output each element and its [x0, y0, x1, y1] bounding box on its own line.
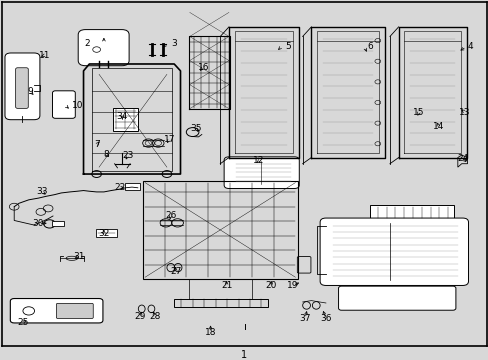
Text: 27: 27: [170, 266, 181, 275]
Text: 34: 34: [117, 112, 128, 121]
Text: 15: 15: [412, 108, 424, 117]
Text: 35: 35: [190, 124, 202, 133]
Text: 22: 22: [114, 183, 125, 192]
FancyBboxPatch shape: [10, 298, 102, 323]
FancyBboxPatch shape: [338, 286, 455, 310]
Text: 33: 33: [37, 188, 48, 197]
Text: 21: 21: [221, 281, 232, 290]
Text: 13: 13: [458, 108, 470, 117]
FancyBboxPatch shape: [96, 229, 117, 237]
Text: 16: 16: [197, 63, 208, 72]
Text: 3: 3: [171, 39, 177, 48]
Text: 11: 11: [39, 51, 50, 60]
Text: 31: 31: [73, 252, 84, 261]
Text: 12: 12: [253, 157, 264, 166]
FancyBboxPatch shape: [224, 157, 299, 189]
FancyBboxPatch shape: [16, 68, 28, 108]
Text: 8: 8: [103, 150, 109, 159]
Text: 5: 5: [285, 42, 290, 51]
Text: 32: 32: [98, 229, 109, 238]
Text: 9: 9: [27, 87, 33, 96]
FancyBboxPatch shape: [112, 108, 138, 131]
Text: 29: 29: [134, 311, 145, 320]
Text: 37: 37: [299, 314, 310, 323]
FancyBboxPatch shape: [78, 30, 129, 66]
Text: 20: 20: [265, 281, 276, 290]
Text: 10: 10: [71, 101, 83, 110]
Text: 19: 19: [286, 281, 298, 290]
FancyBboxPatch shape: [5, 53, 40, 120]
Text: 17: 17: [163, 135, 175, 144]
FancyBboxPatch shape: [369, 204, 453, 220]
Text: 24: 24: [456, 154, 468, 163]
FancyBboxPatch shape: [320, 218, 468, 285]
Text: 4: 4: [466, 42, 472, 51]
Text: 36: 36: [320, 314, 331, 323]
FancyBboxPatch shape: [125, 183, 140, 190]
Text: 6: 6: [367, 42, 373, 51]
Text: 26: 26: [165, 211, 176, 220]
Text: 28: 28: [149, 311, 160, 320]
Text: 1: 1: [241, 350, 247, 360]
Text: 25: 25: [17, 318, 29, 327]
Text: 23: 23: [122, 150, 134, 159]
Text: 2: 2: [84, 39, 90, 48]
Text: 14: 14: [432, 122, 443, 131]
Text: 18: 18: [204, 328, 216, 337]
FancyBboxPatch shape: [52, 91, 75, 118]
FancyBboxPatch shape: [56, 303, 93, 319]
FancyBboxPatch shape: [52, 221, 63, 226]
Text: 30: 30: [33, 219, 44, 228]
Text: 7: 7: [94, 140, 99, 149]
